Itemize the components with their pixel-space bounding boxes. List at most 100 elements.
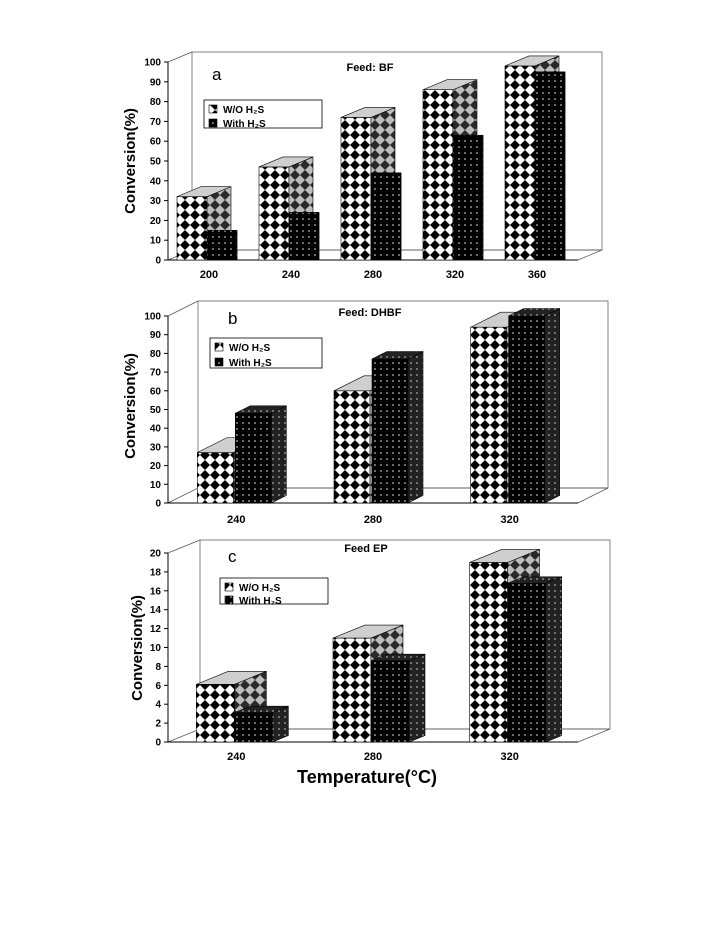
- legend: W/O H₂S With H₂S: [219, 577, 329, 607]
- bar-without-h2s-front: [332, 637, 372, 743]
- x-tick-label: 280: [364, 514, 382, 526]
- bar-with-h2s: [234, 705, 289, 743]
- bar-without-h2s-front: [340, 117, 372, 261]
- bar-with-h2s-front: [534, 71, 566, 261]
- y-tick-label: 50: [150, 157, 162, 168]
- y-tick-label: 30: [150, 442, 162, 453]
- y-tick-label: 70: [150, 117, 162, 128]
- y-tick-label: 90: [150, 77, 162, 88]
- y-tick-label: 90: [150, 330, 162, 341]
- panel-letter: a: [212, 65, 222, 84]
- y-tick-label: 100: [144, 58, 161, 69]
- y-tick-label: 10: [150, 480, 162, 491]
- chart-title: Feed EP: [344, 543, 387, 555]
- y-tick-label: 70: [150, 368, 162, 379]
- legend: W/O H₂S With H₂S: [203, 99, 323, 130]
- bar-with-h2s: [508, 308, 560, 504]
- legend: W/O H₂S With H₂S: [209, 337, 323, 369]
- bar-without-h2s-front: [470, 326, 507, 504]
- legend-swatch: [214, 342, 224, 352]
- bar-with-h2s: [288, 212, 320, 261]
- bar-without-h2s-front: [197, 452, 234, 504]
- bar-with-h2s-front: [371, 358, 409, 504]
- y-tick-label: 4: [155, 700, 161, 711]
- legend-swatch: [208, 104, 218, 114]
- y-tick-label: 60: [150, 137, 162, 148]
- x-tick-label: 320: [500, 514, 518, 526]
- y-tick-label: 60: [150, 386, 162, 397]
- y-tick-label: 2: [155, 719, 161, 730]
- bar-with-h2s: [235, 405, 287, 504]
- y-tick-label: 80: [150, 349, 162, 360]
- bar-with-h2s-front: [234, 712, 273, 743]
- bar-with-h2s-front: [235, 412, 272, 504]
- depth-edge: [167, 51, 193, 63]
- legend-swatch: [224, 595, 234, 605]
- depth-edge: [167, 539, 201, 554]
- x-tick-label: 240: [227, 514, 245, 526]
- panel-letter: b: [228, 309, 237, 328]
- chart-title: Feed: BF: [346, 62, 393, 74]
- chart-panel-c: 0 2 4 6 8 10 12 14 16 18 20 Conversion(%) c Feed EP 24…: [129, 539, 611, 763]
- bar-with-h2s: [206, 230, 238, 261]
- legend-swatch: [224, 582, 234, 592]
- bar-without-h2s-top: [422, 79, 478, 91]
- bar-without-h2s-front: [176, 196, 208, 261]
- y-axis-label: Conversion(%): [122, 108, 139, 214]
- bar-with-h2s-side: [407, 351, 424, 504]
- y-tick-label: 30: [150, 196, 162, 207]
- bar-without-h2s-front: [258, 166, 290, 261]
- bar-without-h2s-front: [422, 89, 454, 261]
- x-tick-label: 240: [227, 751, 245, 763]
- bar-with-h2s-side: [544, 308, 560, 504]
- bar-with-h2s: [507, 576, 562, 743]
- y-tick-label: 0: [155, 499, 161, 510]
- x-tick-label: 280: [364, 751, 382, 763]
- bar-with-h2s-side: [545, 576, 562, 743]
- bar-with-h2s-front: [206, 230, 238, 261]
- y-tick-label: 14: [150, 605, 162, 616]
- y-tick-label: 12: [150, 624, 162, 635]
- y-tick-label: 6: [155, 681, 161, 692]
- bar-without-h2s-front: [504, 65, 536, 261]
- y-tick-label: 80: [150, 97, 162, 108]
- bar-without-h2s-top: [504, 55, 560, 67]
- bar-without-h2s-top: [469, 549, 540, 563]
- x-axis-label: Temperature(°C): [297, 767, 437, 787]
- y-tick-label: 20: [150, 549, 162, 560]
- y-tick-label: 20: [150, 461, 162, 472]
- bar-without-h2s-top: [196, 671, 267, 685]
- legend-label: With H₂S: [223, 119, 266, 130]
- bar-with-h2s: [370, 653, 426, 743]
- bar-with-h2s: [534, 71, 566, 261]
- panel-letter: c: [228, 547, 237, 566]
- chart-panel-b: 0 10 20 30 40 50 60 70 80 90 100 Conversion(%) b Feed…: [122, 300, 609, 526]
- y-tick-label: 50: [150, 405, 162, 416]
- y-tick-label: 10: [150, 643, 162, 654]
- y-tick-label: 20: [150, 216, 162, 227]
- bar-without-h2s-top: [332, 624, 404, 639]
- x-tick-label: 240: [282, 269, 300, 281]
- y-tick-label: 40: [150, 176, 162, 187]
- bar-with-h2s-top: [234, 705, 289, 714]
- x-tick-label: 280: [364, 269, 382, 281]
- x-tick-label: 320: [446, 269, 464, 281]
- y-tick-label: 40: [150, 424, 162, 435]
- bar-with-h2s-top: [508, 308, 560, 317]
- y-tick-label: 10: [150, 236, 162, 247]
- x-tick-label: 200: [200, 269, 218, 281]
- y-tick-label: 100: [144, 312, 161, 323]
- y-tick-label: 16: [150, 586, 162, 597]
- bar-without-h2s-top: [258, 156, 314, 168]
- bar-with-h2s-front: [507, 582, 546, 743]
- x-tick-label: 360: [528, 269, 546, 281]
- bar-with-h2s: [371, 351, 424, 504]
- depth-edge: [167, 300, 199, 317]
- legend-box: [203, 99, 323, 129]
- y-tick-label: 0: [155, 738, 161, 749]
- bar-with-h2s-front: [452, 134, 484, 261]
- bar-with-h2s: [452, 134, 484, 261]
- y-axis-label: Conversion(%): [122, 353, 139, 459]
- legend-box: [209, 337, 323, 369]
